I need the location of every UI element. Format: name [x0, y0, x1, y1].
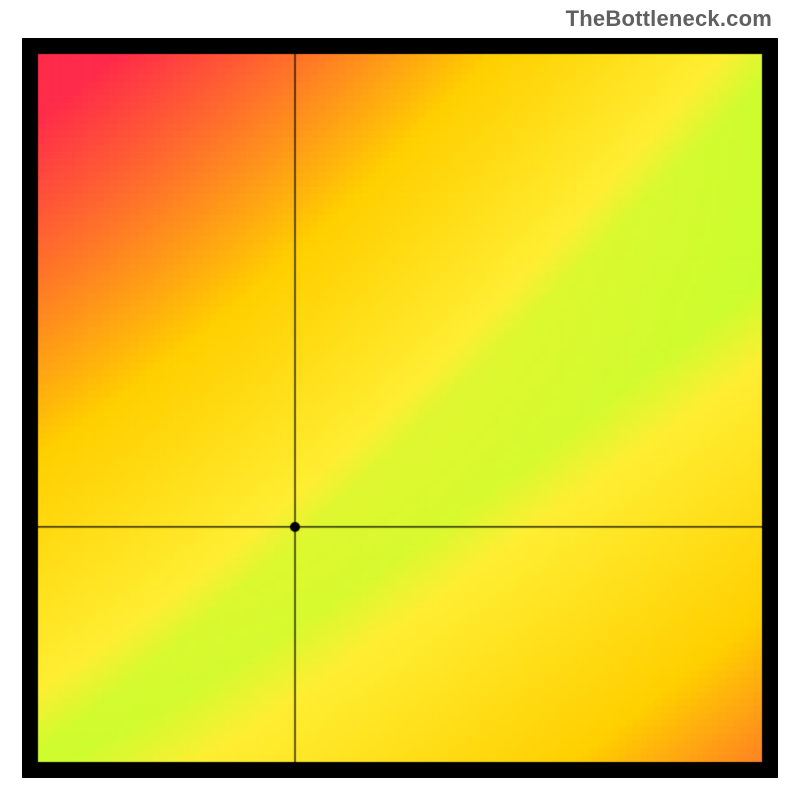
bottleneck-heatmap [22, 38, 778, 778]
watermark-text: TheBottleneck.com [566, 6, 772, 32]
root: TheBottleneck.com [0, 0, 800, 800]
